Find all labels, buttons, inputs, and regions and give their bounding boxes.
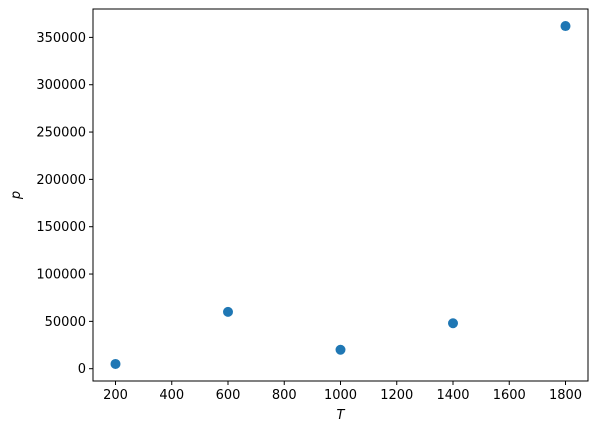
x-tick-label: 1800 bbox=[549, 388, 582, 403]
y-tick-label: 100000 bbox=[36, 268, 86, 283]
x-tick-label: 600 bbox=[216, 388, 241, 403]
data-point bbox=[110, 358, 121, 369]
y-tick-label: 350000 bbox=[36, 31, 86, 46]
data-points bbox=[110, 21, 571, 369]
y-tick-label: 200000 bbox=[36, 173, 86, 188]
y-tick-label: 250000 bbox=[36, 126, 86, 141]
x-tick-label: 1600 bbox=[493, 388, 526, 403]
x-tick-label: 1000 bbox=[324, 388, 357, 403]
y-axis-ticks: 0 50000 100000 150000 200000 250000 300000 3500… bbox=[36, 31, 93, 377]
y-tick-label: 0 bbox=[78, 362, 86, 377]
data-point bbox=[448, 318, 458, 329]
x-tick-label: 400 bbox=[159, 388, 184, 403]
x-axis-label: T bbox=[337, 408, 346, 423]
data-point bbox=[560, 21, 571, 32]
plot-area-frame bbox=[92, 8, 589, 382]
y-axis-label: p bbox=[9, 191, 24, 200]
x-tick-label: 200 bbox=[103, 388, 128, 403]
x-tick-label: 800 bbox=[272, 388, 297, 403]
x-tick-label: 1400 bbox=[436, 388, 469, 403]
x-axis-ticks: 200 400 600 800 1000 1200 1400 1600 1800 bbox=[103, 381, 582, 403]
data-point bbox=[335, 344, 346, 355]
data-point bbox=[223, 306, 233, 317]
y-tick-label: 50000 bbox=[45, 315, 86, 330]
x-tick-label: 1200 bbox=[380, 388, 413, 403]
y-tick-label: 150000 bbox=[36, 220, 86, 235]
y-tick-label: 300000 bbox=[36, 78, 86, 93]
